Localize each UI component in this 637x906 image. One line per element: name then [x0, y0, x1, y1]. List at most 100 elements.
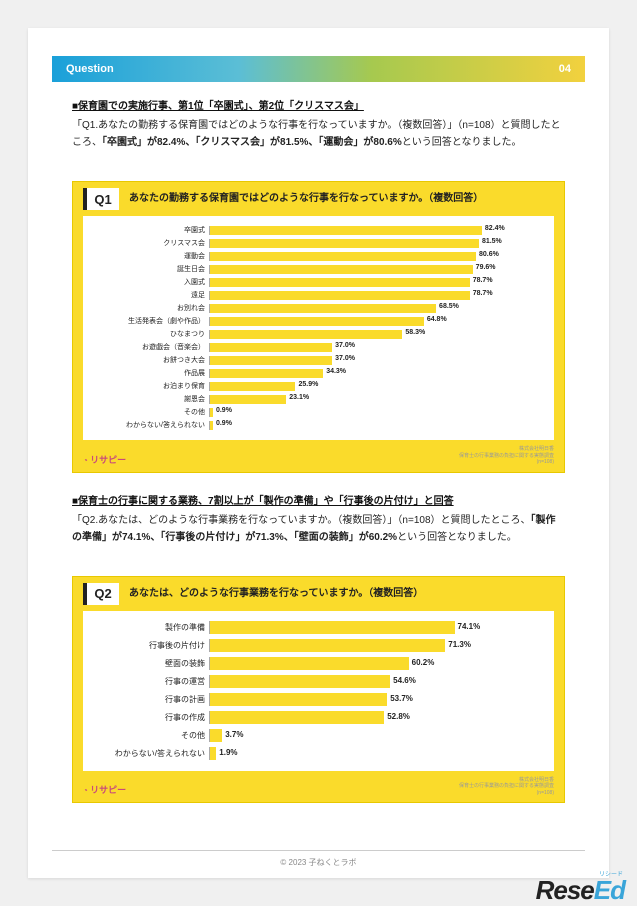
chart-q1-brand: リサピー	[83, 453, 126, 466]
bar-row: 謝恩会23.1%	[89, 393, 540, 405]
bar-track: 64.8%	[209, 317, 540, 326]
bar-value: 78.7%	[473, 290, 493, 297]
bar-track: 52.8%	[209, 711, 540, 724]
section-2-prefix: 「Q2.あなたは、どのような行事業務を行なっていますか。（複数回答）」（n=10…	[72, 515, 531, 526]
chart-q1-title: あなたの勤務する保育園ではどのような行事を行なっていますか。（複数回答）	[129, 188, 483, 210]
bar-value: 68.5%	[439, 303, 459, 310]
header-label: Question	[66, 63, 114, 75]
bar-fill	[210, 343, 332, 352]
bar-track: 79.6%	[209, 265, 540, 274]
bar-fill	[210, 421, 213, 430]
bar-value: 60.2%	[412, 658, 435, 667]
bar-value: 34.3%	[326, 368, 346, 375]
bar-value: 74.1%	[458, 622, 481, 631]
copyright: © 2023 子ねくとラボ	[52, 850, 585, 868]
chart-q1-body: 卒園式82.4%クリスマス会81.5%運動会80.6%誕生日会79.6%入園式7…	[83, 216, 554, 440]
bar-value: 71.3%	[448, 640, 471, 649]
bar-value: 81.5%	[482, 238, 502, 245]
bar-value: 37.0%	[335, 355, 355, 362]
bar-track: 0.9%	[209, 421, 540, 430]
bar-track: 34.3%	[209, 369, 540, 378]
section-1-suffix: という回答となりました。	[402, 137, 522, 148]
bar-track: 71.3%	[209, 639, 540, 652]
bar-fill	[210, 675, 390, 688]
bar-row: 行事の作成52.8%	[89, 709, 540, 726]
section-1-heading: ■保育園での実施行事、第1位「卒園式」、第2位「クリスマス会」	[72, 98, 565, 115]
bar-label: 遠足	[89, 290, 209, 300]
bar-row: 壁面の装飾 60.2%	[89, 655, 540, 672]
bar-label: 生活発表会（劇や作品）	[89, 316, 209, 326]
bar-fill	[210, 621, 455, 634]
bar-value: 25.9%	[298, 381, 318, 388]
section-2-body: 「Q2.あなたは、どのような行事業務を行なっていますか。（複数回答）」（n=10…	[72, 512, 565, 546]
bar-value: 78.7%	[473, 277, 493, 284]
bar-fill	[210, 747, 216, 760]
bar-fill	[210, 278, 470, 287]
bar-fill	[210, 330, 402, 339]
header-page-number: 04	[559, 63, 571, 75]
bar-track: 78.7%	[209, 278, 540, 287]
bar-label: 誕生日会	[89, 264, 209, 274]
bar-row: 遠足 78.7%	[89, 289, 540, 301]
document-page: Question 04 ■保育園での実施行事、第1位「卒園式」、第2位「クリスマ…	[28, 28, 609, 878]
chart-q2-title-row: Q2 あなたは、どのような行事業務を行なっていますか。（複数回答）	[73, 577, 564, 611]
bar-row: お泊まり保育 25.9%	[89, 380, 540, 392]
bar-row: わからない/答えられない0.9%	[89, 419, 540, 431]
chart-q2-title: あなたは、どのような行事業務を行なっていますか。（複数回答）	[129, 583, 423, 605]
section-2-heading: ■保育士の行事に関する業務、7割以上が「製作の準備」や「行事後の片付け」と回答	[72, 493, 565, 510]
bar-value: 53.7%	[390, 694, 413, 703]
bar-row: クリスマス会81.5%	[89, 237, 540, 249]
bar-row: 製作の準備 74.1%	[89, 619, 540, 636]
bar-fill	[210, 711, 384, 724]
bar-fill	[210, 304, 436, 313]
header-bar: Question 04	[52, 56, 585, 82]
bar-label: 作品展	[89, 368, 209, 378]
chart-q1-title-row: Q1 あなたの勤務する保育園ではどのような行事を行なっていますか。（複数回答）	[73, 182, 564, 216]
section-2-suffix: という回答となりました。	[397, 532, 517, 543]
bar-fill	[210, 226, 482, 235]
bar-track: 37.0%	[209, 343, 540, 352]
bar-value: 54.6%	[393, 676, 416, 685]
bar-fill	[210, 317, 424, 326]
bar-row: その他3.7%	[89, 727, 540, 744]
watermark-logo: リシード ReseEd	[536, 875, 625, 906]
watermark-ed: Ed	[594, 875, 625, 905]
bar-label: 壁面の装飾	[89, 658, 209, 669]
bar-value: 58.3%	[405, 329, 425, 336]
chart-q1-fn3: (n=108)	[459, 459, 554, 466]
bar-row: お別れ会68.5%	[89, 302, 540, 314]
bar-fill	[210, 639, 445, 652]
bar-label: お泊まり保育	[89, 381, 209, 391]
section-1-body: 「Q1.あなたの勤務する保育園ではどのような行事を行なっていますか。（複数回答）…	[72, 117, 565, 151]
section-2: ■保育士の行事に関する業務、7割以上が「製作の準備」や「行事後の片付け」と回答 …	[52, 493, 585, 546]
bar-fill	[210, 408, 213, 417]
bar-fill	[210, 291, 470, 300]
watermark-ruby: リシード	[599, 869, 623, 878]
bar-track: 54.6%	[209, 675, 540, 688]
bar-label: その他	[89, 407, 209, 417]
chart-q1-footnote: 株式会社明日香 保育士の行事業務の負担に関する実態調査 (n=108)	[459, 446, 554, 466]
bar-label: 卒園式	[89, 225, 209, 235]
bar-fill	[210, 657, 409, 670]
chart-q2-body: 製作の準備74.1%行事後の片付け71.3%壁面の装飾60.2%行事の運営54.…	[83, 611, 554, 771]
bar-track: 1.9%	[209, 747, 540, 760]
chart-q2-brand: リサピー	[83, 783, 126, 796]
bar-track: 81.5%	[209, 239, 540, 248]
bar-value: 0.9%	[216, 407, 232, 414]
bar-row: 行事後の片付け 71.3%	[89, 637, 540, 654]
bar-fill	[210, 252, 476, 261]
bar-label: 入園式	[89, 277, 209, 287]
bar-row: お遊戯会（音楽会）37.0%	[89, 341, 540, 353]
bar-track: 58.3%	[209, 330, 540, 339]
bar-fill	[210, 395, 286, 404]
bar-track: 37.0%	[209, 356, 540, 365]
bar-label: 行事後の片付け	[89, 640, 209, 651]
bar-value: 52.8%	[387, 712, 410, 721]
bar-value: 80.6%	[479, 251, 499, 258]
section-1-bold: 「卒園式」が82.4%、「クリスマス会」が81.5%、「運動会」が80.6%	[102, 137, 402, 148]
bar-value: 1.9%	[219, 748, 237, 757]
bar-fill	[210, 693, 387, 706]
bar-label: 製作の準備	[89, 622, 209, 633]
bar-row: ひなまつり58.3%	[89, 328, 540, 340]
bar-row: 運動会80.6%	[89, 250, 540, 262]
